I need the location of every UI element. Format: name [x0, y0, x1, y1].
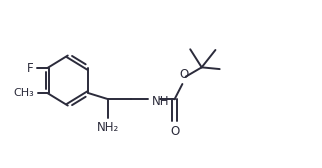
Text: CH₃: CH₃: [14, 88, 34, 98]
Text: NH₂: NH₂: [97, 121, 119, 135]
Text: F: F: [27, 61, 33, 75]
Text: O: O: [179, 68, 188, 81]
Text: O: O: [170, 125, 179, 138]
Text: NH: NH: [152, 95, 170, 108]
